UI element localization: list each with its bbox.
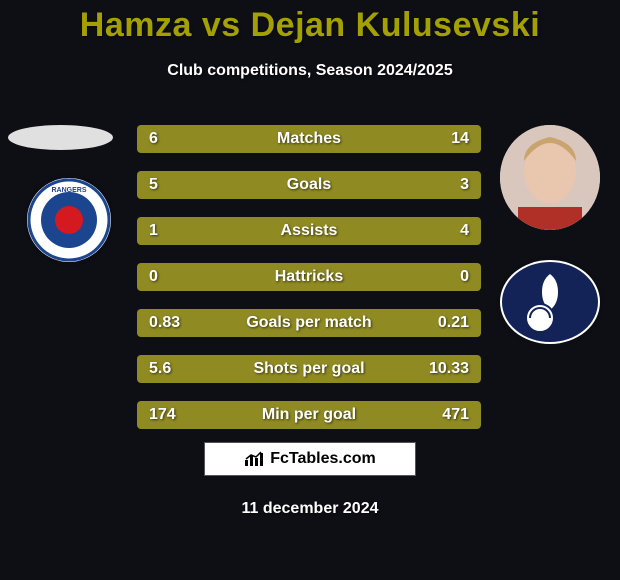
stat-label: Assists	[137, 217, 481, 245]
stat-row: 5.610.33Shots per goal	[137, 355, 481, 383]
player-photo-left	[8, 125, 113, 150]
brand-chart-icon	[244, 450, 264, 468]
club-badge-left: RANGERS	[27, 178, 111, 262]
stat-label: Shots per goal	[137, 355, 481, 383]
svg-text:RANGERS: RANGERS	[51, 187, 86, 194]
stat-label: Min per goal	[137, 401, 481, 429]
stat-bars: 614Matches 53Goals 14Assists 00Hattricks 0.8…	[137, 125, 481, 447]
club-badge-right	[500, 260, 600, 344]
stat-label: Matches	[137, 125, 481, 153]
stat-row: 53Goals	[137, 171, 481, 199]
stat-row: 0.830.21Goals per match	[137, 309, 481, 337]
stat-row: 00Hattricks	[137, 263, 481, 291]
comparison-card: Hamza vs Dejan Kulusevski Club competiti…	[0, 0, 620, 580]
stat-label: Goals per match	[137, 309, 481, 337]
stat-label: Goals	[137, 171, 481, 199]
page-title: Hamza vs Dejan Kulusevski	[0, 6, 620, 45]
brand-box: FcTables.com	[204, 442, 416, 476]
stat-label: Hattricks	[137, 263, 481, 291]
spurs-badge-icon	[500, 260, 600, 344]
brand-text: FcTables.com	[270, 450, 376, 468]
player-right-svg	[500, 125, 600, 230]
rangers-badge-icon: RANGERS	[27, 178, 111, 262]
stat-row: 174471Min per goal	[137, 401, 481, 429]
stat-row: 614Matches	[137, 125, 481, 153]
player-photo-right	[500, 125, 600, 230]
subtitle: Club competitions, Season 2024/2025	[0, 62, 620, 80]
stat-row: 14Assists	[137, 217, 481, 245]
date-text: 11 december 2024	[0, 500, 620, 518]
